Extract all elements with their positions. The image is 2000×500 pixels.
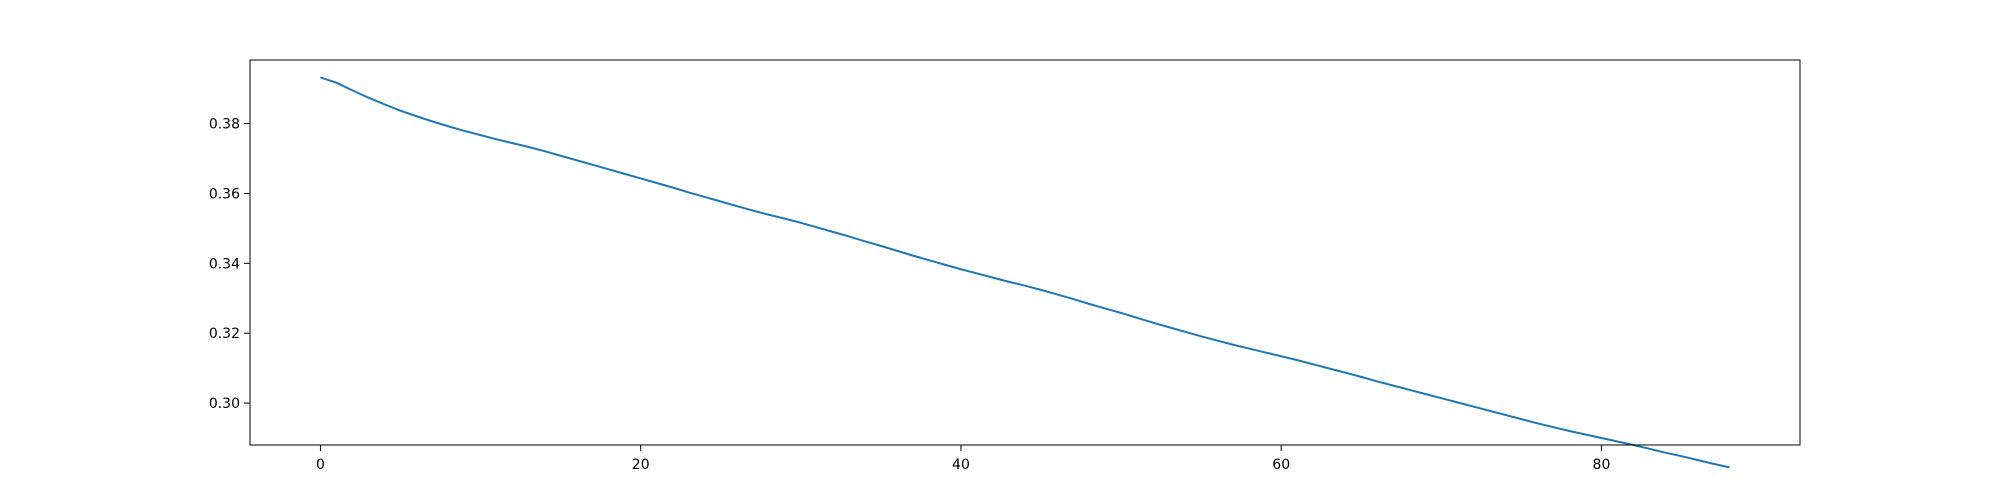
x-tick-label: 60 xyxy=(1272,457,1290,473)
y-tick-label: 0.38 xyxy=(209,117,240,133)
axes: 0 20 40 60 80 0.30 0.32 0.34 0.36 0.38 xyxy=(209,59,1801,473)
y-tick-label: 0.32 xyxy=(209,326,240,342)
x-tick-label: 80 xyxy=(1593,457,1611,473)
axes-frame xyxy=(249,59,1801,446)
x-tick-label: 40 xyxy=(952,457,970,473)
x-tick-label: 0 xyxy=(316,457,325,473)
y-tick-label: 0.36 xyxy=(209,186,240,202)
y-tick-label: 0.34 xyxy=(209,256,240,272)
series-line xyxy=(320,76,1730,469)
x-tick-label: 20 xyxy=(632,457,650,473)
plot-area xyxy=(320,76,1730,469)
y-tick-label: 0.30 xyxy=(209,396,240,412)
